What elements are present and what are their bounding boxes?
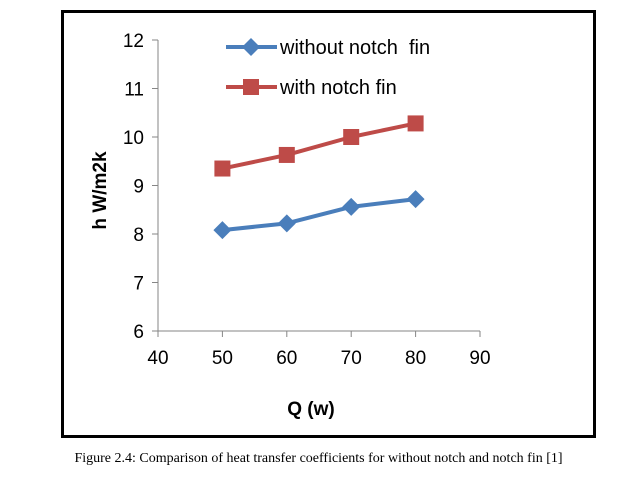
data-point-diamond [213,221,232,240]
y-tick-label: 8 [133,225,144,246]
data-point-square [407,115,424,132]
y-axis-title: h W/m2k [90,151,111,230]
x-tick-label: 70 [341,348,362,369]
chart-frame: 6 7 8 9 10 11 12 40 50 60 70 80 90 without notch fin… [61,10,596,438]
y-tick-label: 12 [123,31,144,52]
y-tick-label: 11 [124,80,144,101]
x-tick-label: 80 [405,348,426,369]
x-tick-label: 50 [212,348,233,369]
legend-marker-square [243,79,259,95]
y-tick-label: 10 [123,128,144,149]
x-axis-title: Q (w) [287,399,335,420]
data-point-square [343,129,360,145]
y-tick-label: 6 [133,322,144,343]
chart-svg: 6 7 8 9 10 11 12 40 50 60 70 80 90 without notch fin… [90,31,491,420]
x-tick-label: 90 [469,348,490,369]
data-point-square [278,146,295,163]
y-tick-label: 7 [133,274,144,295]
data-point-square [214,160,231,177]
legend: without notch fin with notch fin [226,37,430,99]
legend-marker-diamond [242,38,260,56]
series-line-1 [222,197,416,233]
axes: 6 7 8 9 10 11 12 40 50 60 70 80 90 [123,31,491,369]
x-tick-label: 40 [147,348,168,369]
figure-caption: Figure 2.4: Comparison of heat transfer … [74,451,563,466]
data-point-diamond [406,190,425,209]
x-tick-label: 60 [276,348,297,369]
legend-label-2: with notch fin [279,77,397,99]
data-point-diamond [342,197,361,216]
series-layer [213,115,425,240]
series-line-2 [221,121,417,171]
data-point-diamond [277,214,296,233]
y-tick-label: 9 [133,177,144,198]
legend-label-1: without notch fin [279,37,430,59]
